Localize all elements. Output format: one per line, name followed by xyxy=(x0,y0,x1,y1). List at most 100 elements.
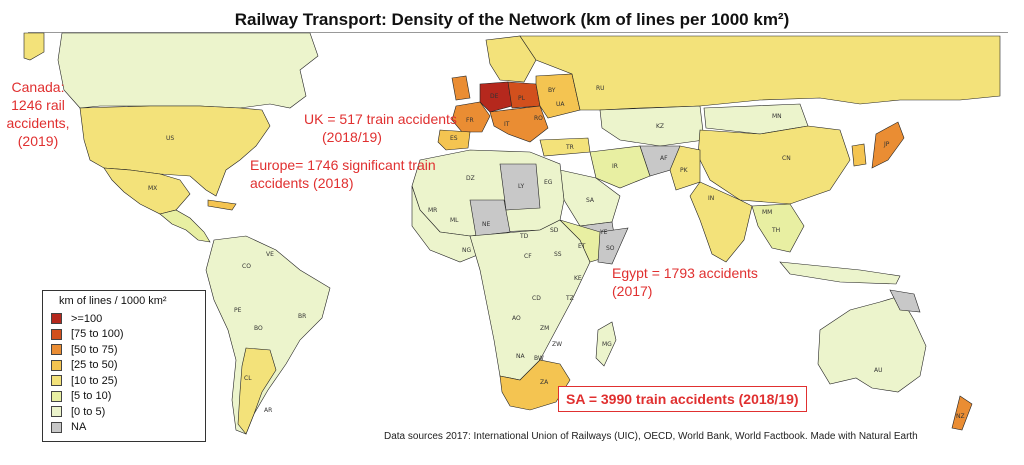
annotation-canada-line-1: Canada: xyxy=(11,79,65,95)
region-south-america xyxy=(205,235,331,435)
map-title: Railway Transport: Density of the Networ… xyxy=(234,10,790,29)
region-italy-balkans xyxy=(489,105,549,143)
country-label-mx: MX xyxy=(148,185,157,192)
region-greenland xyxy=(23,32,45,61)
region-argentina xyxy=(237,347,277,435)
region-russia xyxy=(519,35,1001,111)
country-label-pk: PK xyxy=(680,167,689,174)
annotation-uk: UK = 517 train accidents (2018/19) xyxy=(304,110,457,146)
region-se-asia xyxy=(751,203,805,253)
country-label-ir: IR xyxy=(612,163,618,170)
legend-label: [50 to 75) xyxy=(71,343,118,356)
region-somalia xyxy=(597,227,629,265)
region-germany xyxy=(479,81,513,113)
country-label-tr: TR xyxy=(565,144,574,151)
annotation-egypt-line-1: Egypt = 1793 accidents xyxy=(612,265,758,281)
annotation-uk-line-1: UK = 517 train accidents xyxy=(304,111,457,127)
country-label-sd: SD xyxy=(550,227,559,234)
country-label-ru: RU xyxy=(596,85,605,92)
region-iran xyxy=(589,145,651,189)
country-label-bw: BW xyxy=(534,355,544,362)
country-label-zm: ZM xyxy=(540,325,549,332)
annotation-egypt-line-2: (2017) xyxy=(612,283,653,299)
region-sahel-na xyxy=(469,199,511,237)
country-label-jp: JP xyxy=(883,141,890,148)
country-label-ar: AR xyxy=(264,407,272,414)
annotation-europe: Europe= 1746 significant train accidents… xyxy=(250,156,436,192)
legend-label: [10 to 25) xyxy=(71,374,118,387)
country-label-fr: FR xyxy=(466,117,474,124)
country-label-ye: YE xyxy=(599,229,608,236)
country-label-cf: CF xyxy=(524,253,532,260)
country-label-by: BY xyxy=(548,87,556,94)
country-label-ss: SS xyxy=(554,251,562,258)
legend-label: [5 to 10) xyxy=(71,390,112,403)
region-cuba xyxy=(207,199,237,211)
country-label-ro: RO xyxy=(534,115,543,122)
country-label-eg: EG xyxy=(544,179,553,186)
country-label-zw: ZW xyxy=(552,341,562,348)
region-png xyxy=(889,289,921,313)
legend-label: NA xyxy=(71,421,87,434)
country-label-it: IT xyxy=(504,121,510,128)
region-australia xyxy=(817,295,927,393)
annotation-canada-line-4: (2019) xyxy=(17,133,59,149)
annotation-canada: Canada: 1246 rail accidents, (2019) xyxy=(6,78,70,150)
legend-title: km of lines / 1000 km² xyxy=(59,295,167,307)
annotation-uk-line-2: (2018/19) xyxy=(322,129,382,145)
map-legend: km of lines / 1000 km² >=100 [75 to 100)… xyxy=(42,290,206,442)
annotation-south-africa: SA = 3990 train accidents (2018/19) xyxy=(558,386,807,412)
country-label-in: IN xyxy=(708,195,714,202)
country-label-de: DE xyxy=(490,93,499,100)
legend-label: >=100 xyxy=(71,312,103,325)
region-madagascar xyxy=(595,321,617,367)
legend-label: [0 to 5) xyxy=(71,405,106,418)
legend-item: [75 to 100) xyxy=(51,327,197,343)
legend-swatch xyxy=(51,406,62,418)
country-label-ly: LY xyxy=(518,183,525,190)
legend-swatch xyxy=(51,328,62,340)
legend-swatch xyxy=(51,390,62,402)
legend-item: NA xyxy=(51,420,197,436)
legend-item: [0 to 5) xyxy=(51,404,197,420)
country-label-ml: ML xyxy=(450,217,459,224)
country-label-ao: AO xyxy=(512,315,521,322)
legend-swatch xyxy=(51,344,62,356)
country-label-us: US xyxy=(166,135,174,142)
annotation-canada-line-2: 1246 rail xyxy=(11,97,65,113)
country-label-tz: TZ xyxy=(565,295,574,302)
country-label-pl: PL xyxy=(518,95,526,102)
country-label-na: NA xyxy=(516,353,525,360)
country-label-sa: SA xyxy=(586,197,595,204)
region-spain xyxy=(437,129,471,151)
region-indonesia xyxy=(779,261,901,285)
legend-swatch xyxy=(51,421,62,433)
country-label-co: CO xyxy=(242,263,251,270)
region-china xyxy=(697,125,851,205)
region-central-america xyxy=(159,209,211,243)
country-label-au: AU xyxy=(874,367,883,374)
country-label-ve: VE xyxy=(266,251,274,258)
region-usa xyxy=(79,105,271,197)
country-label-bo: BO xyxy=(254,325,263,332)
region-pakistan xyxy=(669,145,701,191)
annotation-europe-line-1: Europe= 1746 significant train xyxy=(250,157,436,173)
country-label-ke: KE xyxy=(574,275,582,282)
annotation-egypt: Egypt = 1793 accidents (2017) xyxy=(612,264,758,300)
legend-label: [25 to 50) xyxy=(71,359,118,372)
country-label-th: TH xyxy=(771,227,780,234)
country-label-af: AF xyxy=(660,155,668,162)
region-new-zealand xyxy=(951,395,973,431)
annotation-europe-line-2: accidents (2018) xyxy=(250,175,354,191)
legend-swatch xyxy=(51,375,62,387)
title-divider xyxy=(28,32,1008,33)
legend-item: [10 to 25) xyxy=(51,373,197,389)
data-sources-footer: Data sources 2017: International Union o… xyxy=(384,431,918,442)
country-label-mr: MR xyxy=(428,207,437,214)
country-label-es: ES xyxy=(450,135,458,142)
country-label-mm: MM xyxy=(762,209,772,216)
legend-item: [5 to 10) xyxy=(51,389,197,405)
region-india xyxy=(689,181,753,263)
legend-item: >=100 xyxy=(51,311,197,327)
